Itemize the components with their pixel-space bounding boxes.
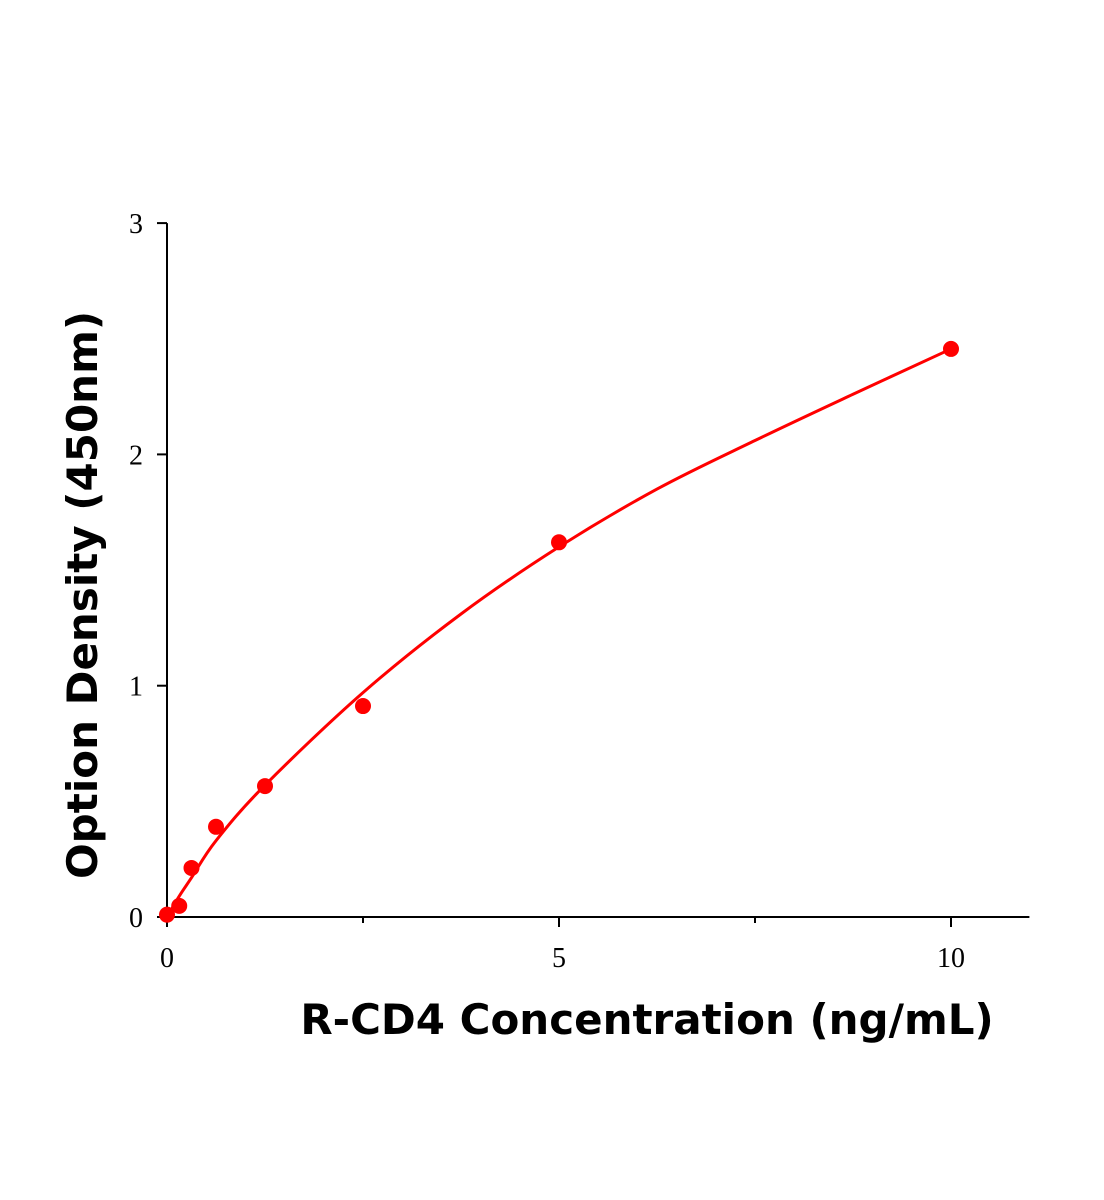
data-point [551,534,567,551]
fit-curve-group [165,347,952,918]
y-axis-title: Option Density (450nm) [58,311,107,879]
x-tick-label: 5 [552,943,566,974]
axes: 0 5 10 0 1 2 3 [129,209,1030,974]
y-tick-label: 0 [129,903,143,934]
data-point [257,778,273,795]
data-point [159,906,175,923]
y-tick-label: 1 [129,672,143,703]
x-axis-title: R-CD4 Concentration (ng/mL) [300,995,993,1044]
data-point [208,818,224,835]
data-points-group [159,340,959,923]
data-point [183,859,200,876]
data-point [171,897,188,914]
y-tick-label: 2 [129,440,143,471]
data-point [355,698,371,715]
x-tick-label: 10 [937,943,965,974]
x-tick-label: 0 [160,943,174,974]
data-point [943,340,959,357]
fit-curve-line [165,347,952,918]
y-tick-label: 3 [129,209,143,240]
